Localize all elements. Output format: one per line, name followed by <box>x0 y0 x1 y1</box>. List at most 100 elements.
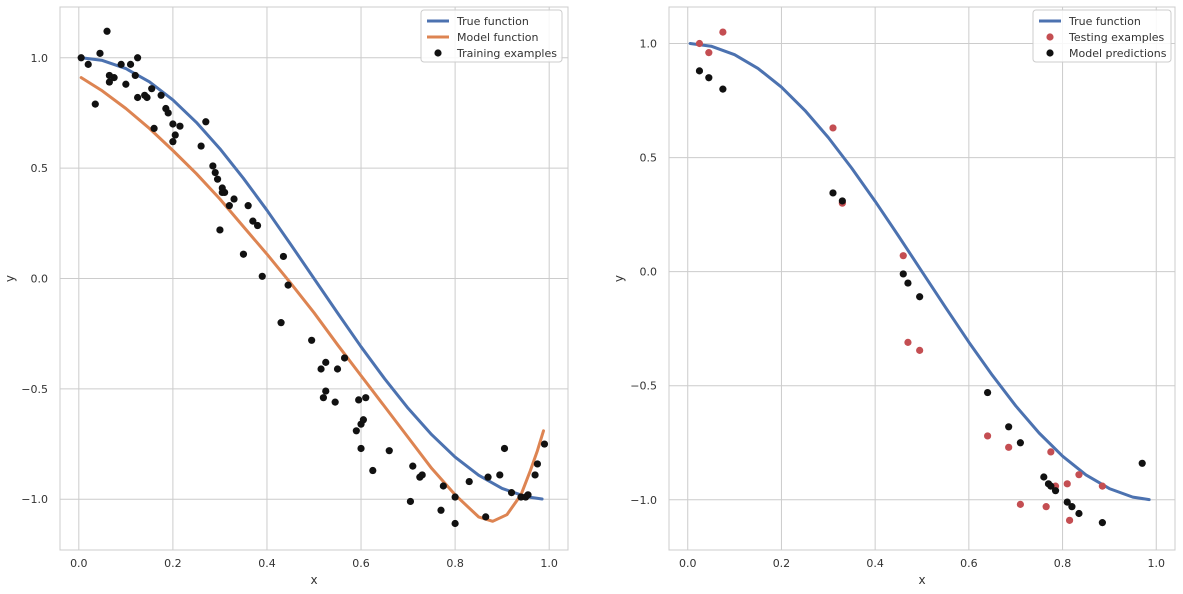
testing-examples-point <box>1075 471 1083 479</box>
training-examples-point <box>150 124 158 133</box>
legend-label: Training examples <box>456 47 557 60</box>
training-examples-point <box>148 85 156 93</box>
training-examples-point <box>209 162 217 170</box>
training-examples-point <box>507 489 516 497</box>
model-function-line <box>79 76 545 523</box>
x-tick-label: 0.0 <box>70 557 88 570</box>
x-tick-label: 1.0 <box>1148 557 1166 570</box>
testing-examples-point <box>1063 480 1071 488</box>
x-axis-label: x <box>310 573 317 587</box>
testing-examples-point <box>705 49 713 57</box>
training-examples-point <box>385 447 393 455</box>
training-examples-point <box>496 471 504 479</box>
training-examples-point <box>169 120 177 128</box>
training-examples-point <box>359 416 367 424</box>
training-examples-point <box>409 462 417 470</box>
model-predictions-point <box>1063 498 1071 506</box>
testing-examples-point <box>1065 516 1074 524</box>
x-tick-label: 0.6 <box>352 557 370 570</box>
training-examples-point <box>357 444 365 453</box>
training-examples-point <box>169 138 177 146</box>
training-examples-point <box>319 394 328 402</box>
y-tick-label: 0.0 <box>31 273 49 286</box>
training-examples-point <box>239 250 248 258</box>
x-tick-label: 0.8 <box>1054 557 1072 570</box>
training-examples-point <box>134 93 142 102</box>
training-examples-point <box>406 497 415 506</box>
x-tick-label: 0.2 <box>773 557 791 570</box>
x-tick-label: 0.6 <box>960 557 978 570</box>
training-examples-point <box>362 394 370 402</box>
training-examples-point <box>451 519 459 528</box>
training-examples-point <box>533 460 542 468</box>
training-examples-point <box>134 54 142 62</box>
testing-examples-point <box>1047 448 1055 456</box>
model-predictions-point <box>1005 423 1013 431</box>
y-tick-label: 0.0 <box>640 266 658 279</box>
legend: True function Testing examples Model predi… <box>1032 9 1172 63</box>
training-examples-point <box>465 477 473 486</box>
training-examples-point <box>284 281 292 289</box>
testing-examples-point <box>1005 443 1013 451</box>
model-predictions-point <box>1068 503 1076 511</box>
training-examples-point <box>221 188 229 197</box>
left-plot: 0.0 0.2 0.4 0.6 0.8 1.0 −1.0 −0.5 0.0 0.5 1.0 x y Tru… <box>3 6 569 587</box>
right-plot: 0.0 0.2 0.4 0.6 0.8 1.0 −1.0 −0.5 0.0 0.5 1.0 x y Tru… <box>612 6 1176 587</box>
x-tick-label: 0.8 <box>446 557 464 570</box>
training-examples-point <box>176 122 184 130</box>
testing-examples-point <box>983 432 992 440</box>
true-function-line <box>79 56 544 501</box>
training-examples-point <box>439 482 447 490</box>
training-examples-point <box>157 91 165 99</box>
training-examples-point <box>355 396 363 404</box>
training-examples-point <box>122 80 130 88</box>
training-examples-point <box>482 513 490 521</box>
training-examples-point <box>258 272 266 280</box>
training-examples-point <box>437 506 445 514</box>
training-examples-point <box>531 471 539 479</box>
training-examples-point <box>143 93 151 102</box>
model-predictions-point <box>1016 439 1024 447</box>
model-predictions-point <box>829 189 837 197</box>
y-tick-label: −1.0 <box>21 493 48 506</box>
model-predictions-point <box>838 197 846 205</box>
x-tick-label: 0.0 <box>679 557 697 570</box>
legend-box <box>420 9 563 63</box>
testing-examples-point <box>1098 482 1106 490</box>
plot-frame <box>59 6 569 551</box>
training-examples-point <box>216 226 224 234</box>
y-tick-label: 0.5 <box>640 152 658 165</box>
model-predictions-point <box>1047 482 1055 490</box>
training-examples-point <box>279 252 288 261</box>
testing-examples-point <box>695 39 704 48</box>
testing-examples-point <box>719 28 727 36</box>
y-axis-label: y <box>612 275 626 282</box>
x-tick-label: 0.4 <box>866 557 884 570</box>
training-examples-point <box>253 221 262 230</box>
testing-examples-point <box>899 252 907 260</box>
training-examples-point <box>103 27 111 35</box>
y-tick-label: 1.0 <box>31 52 49 65</box>
model-predictions-point <box>899 270 907 278</box>
plot-frame <box>668 6 1176 551</box>
y-tick-label: −1.0 <box>630 494 657 507</box>
y-tick-label: 0.5 <box>31 162 49 175</box>
training-examples-point <box>322 358 330 366</box>
training-examples-point <box>213 175 222 183</box>
training-examples-point <box>105 78 113 86</box>
training-examples-legend-swatch <box>434 49 442 57</box>
x-tick-label: 0.4 <box>258 557 276 570</box>
legend-label: True function <box>456 15 529 28</box>
training-examples-point <box>117 60 125 68</box>
legend-label: True function <box>1068 15 1141 28</box>
true-function-line <box>688 42 1151 502</box>
training-examples-point <box>249 217 257 225</box>
testing-examples-points <box>695 28 1106 524</box>
x-tick-label: 0.2 <box>164 557 182 570</box>
testing-examples-legend-swatch <box>1046 33 1054 41</box>
training-examples-points <box>77 27 549 528</box>
training-examples-point <box>500 444 509 453</box>
testing-examples-point <box>1016 500 1024 508</box>
